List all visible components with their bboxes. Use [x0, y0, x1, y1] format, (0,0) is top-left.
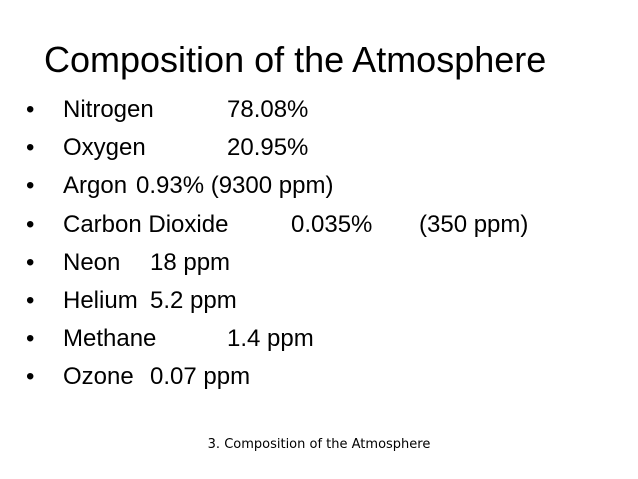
- gas-name: Argon: [63, 172, 128, 200]
- list-item: • Argon 0.93% (9300 ppm): [26, 172, 333, 210]
- slide-title: Composition of the Atmosphere: [44, 39, 547, 80]
- list-item: • Methane 1.4 ppm: [26, 325, 314, 363]
- gas-name: Neon: [63, 248, 121, 276]
- list-item: • Neon 18 ppm: [26, 248, 230, 287]
- gas-ppm: (350 ppm): [419, 210, 529, 238]
- gas-name: Helium: [63, 286, 138, 314]
- bullet-list: • Nitrogen 78.08% • Oxygen 20.95% • Argo…: [26, 96, 528, 402]
- bullet-icon: •: [26, 363, 35, 391]
- gas-value: 78.08%: [227, 96, 309, 123]
- gas-value: 20.95%: [227, 134, 309, 162]
- gas-value: 18 ppm: [150, 248, 231, 276]
- gas-value: 0.07 ppm: [150, 363, 251, 391]
- list-item: • Nitrogen 78.08%: [26, 96, 308, 134]
- bullet-icon: •: [26, 286, 35, 314]
- list-item: • Carbon Dioxide 0.035% (350 ppm): [26, 210, 528, 249]
- bullet-icon: •: [26, 248, 35, 276]
- list-item: • Helium 5.2 ppm: [26, 286, 237, 325]
- bullet-icon: •: [26, 325, 35, 353]
- gas-value: 1.4 ppm: [227, 325, 314, 353]
- slide-footer: 3. Composition of the Atmosphere: [207, 437, 431, 452]
- gas-name: Oxygen: [63, 134, 146, 162]
- bullet-icon: •: [26, 96, 35, 123]
- bullet-icon: •: [26, 134, 35, 162]
- list-item: • Oxygen 20.95%: [26, 134, 308, 172]
- bullet-icon: •: [26, 210, 35, 238]
- bullet-icon: •: [26, 172, 35, 200]
- gas-name: Ozone: [63, 363, 134, 391]
- gas-value: 5.2 ppm: [150, 286, 237, 314]
- gas-value: 0.035%: [291, 210, 373, 238]
- list-item: • Ozone 0.07 ppm: [26, 363, 250, 401]
- gas-name: Carbon Dioxide: [63, 210, 229, 238]
- gas-value: 0.93% (9300 ppm): [136, 172, 334, 200]
- gas-name: Nitrogen: [63, 96, 154, 123]
- gas-name: Methane: [63, 325, 157, 353]
